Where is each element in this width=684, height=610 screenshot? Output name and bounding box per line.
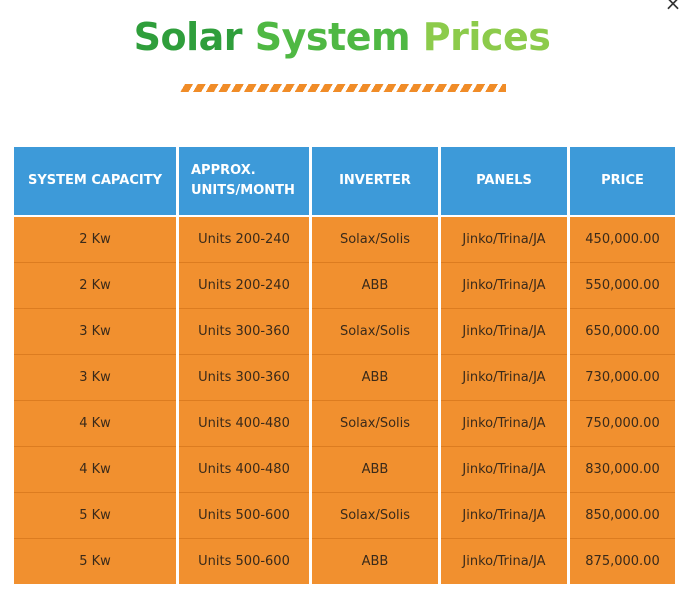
cell-units: Units 400-480 [179,401,309,447]
cell-panels: Jinko/Trina/JA [441,493,567,539]
cell-inverter: Solax/Solis [312,401,438,447]
table-row: 5 Kw Units 500-600 Solax/Solis Jinko/Tri… [14,493,675,539]
cell-units: Units 400-480 [179,447,309,493]
cell-price: 650,000.00 [570,309,675,355]
cell-price: 750,000.00 [570,401,675,447]
cell-capacity: 3 Kw [14,309,176,355]
cell-capacity: 5 Kw [14,493,176,539]
cell-units: Units 500-600 [179,539,309,584]
cell-capacity: 4 Kw [14,401,176,447]
cell-panels: Jinko/Trina/JA [441,401,567,447]
cell-capacity: 4 Kw [14,447,176,493]
cell-units: Units 200-240 [179,263,309,309]
cell-panels: Jinko/Trina/JA [441,355,567,401]
close-icon[interactable]: × [664,0,682,15]
table-row: 2 Kw Units 200-240 Solax/Solis Jinko/Tri… [14,217,675,263]
cell-capacity: 2 Kw [14,217,176,263]
cell-price: 550,000.00 [570,263,675,309]
cell-capacity: 2 Kw [14,263,176,309]
table-row: 4 Kw Units 400-480 Solax/Solis Jinko/Tri… [14,401,675,447]
table-row: 2 Kw Units 200-240 ABB Jinko/Trina/JA 55… [14,263,675,309]
page-title: Solar System Prices [0,14,684,60]
cell-panels: Jinko/Trina/JA [441,447,567,493]
header-panels: PANELS [441,147,567,217]
table-header-row: SYSTEM CAPACITY APPROX. UNITS/MONTH INVE… [14,147,675,217]
header-price: PRICE [570,147,675,217]
cell-price: 450,000.00 [570,217,675,263]
cell-units: Units 200-240 [179,217,309,263]
cell-inverter: Solax/Solis [312,493,438,539]
table-row: 4 Kw Units 400-480 ABB Jinko/Trina/JA 83… [14,447,675,493]
header-system-capacity: SYSTEM CAPACITY [14,147,176,217]
header-inverter: INVERTER [312,147,438,217]
cell-units: Units 300-360 [179,355,309,401]
cell-inverter: ABB [312,539,438,584]
cell-capacity: 3 Kw [14,355,176,401]
cell-inverter: Solax/Solis [312,217,438,263]
cell-inverter: ABB [312,263,438,309]
cell-panels: Jinko/Trina/JA [441,263,567,309]
cell-price: 875,000.00 [570,539,675,584]
cell-inverter: ABB [312,355,438,401]
cell-inverter: ABB [312,447,438,493]
cell-capacity: 5 Kw [14,539,176,584]
title-word-solar: Solar [133,15,243,59]
cell-price: 730,000.00 [570,355,675,401]
title-word-system: System [254,15,411,59]
header-approx-units-month: APPROX. UNITS/MONTH [179,147,309,217]
table-row: 5 Kw Units 500-600 ABB Jinko/Trina/JA 87… [14,539,675,584]
cell-inverter: Solax/Solis [312,309,438,355]
striped-divider [180,84,506,92]
table-row: 3 Kw Units 300-360 Solax/Solis Jinko/Tri… [14,309,675,355]
cell-price: 830,000.00 [570,447,675,493]
cell-panels: Jinko/Trina/JA [441,539,567,584]
title-word-prices: Prices [422,15,551,59]
cell-units: Units 300-360 [179,309,309,355]
price-table: SYSTEM CAPACITY APPROX. UNITS/MONTH INVE… [11,147,678,584]
cell-price: 850,000.00 [570,493,675,539]
cell-panels: Jinko/Trina/JA [441,309,567,355]
table-row: 3 Kw Units 300-360 ABB Jinko/Trina/JA 73… [14,355,675,401]
cell-panels: Jinko/Trina/JA [441,217,567,263]
cell-units: Units 500-600 [179,493,309,539]
